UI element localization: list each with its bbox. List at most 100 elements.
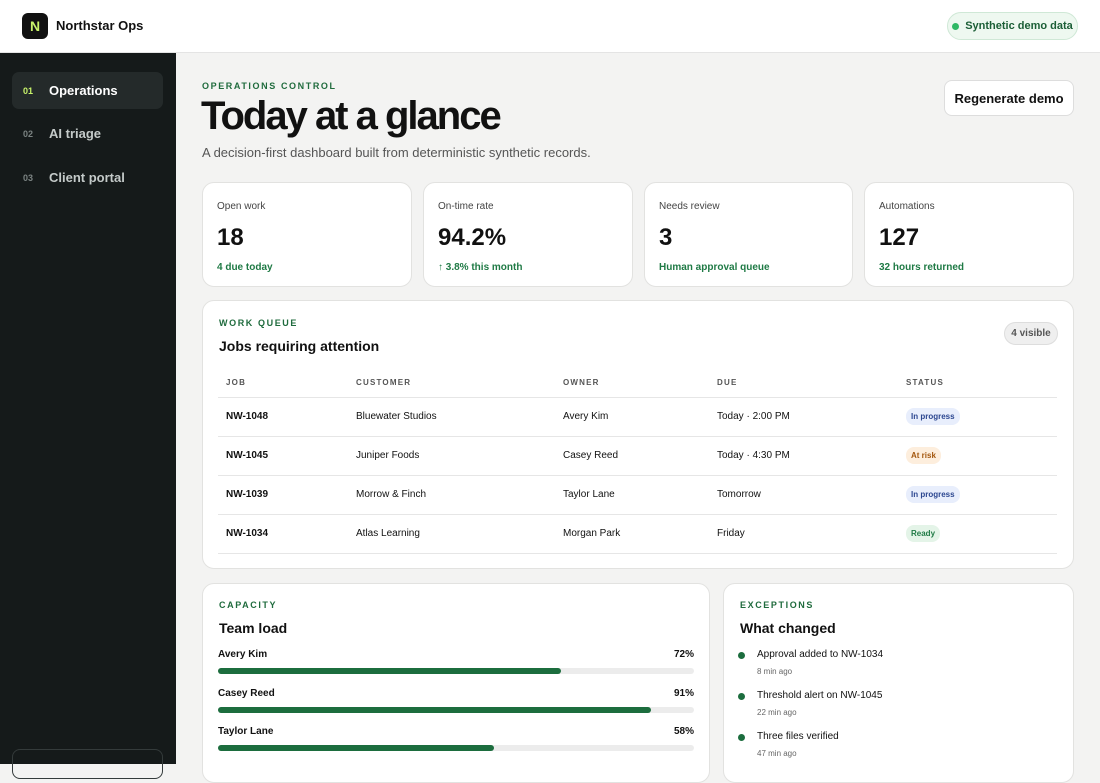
kpi-note: 32 hours returned [879,262,965,273]
kpi-note: Human approval queue [659,262,770,273]
nav-label: Operations [49,83,118,98]
capacity-card: CAPACITY Team load [202,583,710,783]
column-header: OWNER [555,368,709,398]
subtitle: A decision-first dashboard built from de… [202,145,591,160]
job-row[interactable]: NW-1048 Bluewater Studios Avery Kim Today ·… [218,397,1057,437]
job-row[interactable]: NW-1039 Morrow & Finch Taylor Lane Tomorrow… [218,475,1057,515]
sidebar [0,53,176,764]
owner: Taylor Lane [555,475,709,515]
kpi-card: Automations 127 32 hours returned [864,182,1074,287]
load-bar [218,706,652,713]
kpi-value: 18 [217,224,244,251]
card-title: Jobs requiring attention [219,338,380,354]
member-name: Taylor Lane [218,726,274,737]
load-bar [218,668,561,674]
nav-label: Client portal [49,170,125,185]
event-dot [738,734,745,741]
kpi-label: Needs review [659,201,720,212]
eyebrow: WORK QUEUE [219,318,298,328]
load-track [218,745,694,751]
event-time: 47 min ago [757,749,797,758]
nav-item[interactable]: 01 Operations [12,72,163,109]
kpi-value: 3 [659,224,673,251]
customer: Atlas Learning [348,514,555,554]
nav-label: AI triage [49,126,102,141]
status-cell: Ready [898,514,1057,554]
kpi-value: 127 [879,224,920,251]
load-track [218,706,694,713]
load-bar [218,745,495,751]
exceptions-card: EXCEPTIONS What changed [723,583,1074,783]
card-title: Team load [219,620,288,636]
card-title: What changed [740,620,836,636]
owner: Avery Kim [555,397,709,437]
job-id: NW-1048 [218,397,348,437]
topbar [0,0,1100,53]
kpi-card: Open work 18 4 due today [202,182,412,287]
status-tag: Ready [906,525,941,542]
kpi-value: 94.2% [438,224,507,251]
nav-index: 01 [23,85,34,96]
column-header: DUE [709,368,898,398]
job-id: NW-1045 [218,436,348,476]
status-cell: In progress [898,475,1057,515]
nav-item[interactable]: 02 AI triage [12,115,163,152]
badge-text: Synthetic demo data [965,20,1073,32]
status-tag: At risk [906,447,941,464]
status-tag: In progress [906,486,960,503]
status-tag: In progress [906,408,960,425]
owner: Casey Reed [555,436,709,476]
customer: Juniper Foods [348,436,555,476]
status-cell: At risk [898,436,1057,476]
job-id: NW-1034 [218,514,348,554]
event-text: Three files verified [757,731,839,742]
status-dot [952,22,960,30]
owner: Morgan Park [555,514,709,554]
sidebar-footer [12,749,163,779]
kpi-label: Open work [217,201,266,212]
queue-table: JOB CUSTOMER OWNER DUE STATUS NW-1048 Blu… [218,368,1057,554]
column-header: STATUS [898,368,1057,398]
kpi-card: Needs review 3 Human approval queue [644,182,853,287]
nav-index: 03 [23,172,34,183]
kpi-note: 4 due today [217,262,273,273]
load-track [218,668,694,674]
eyebrow: CAPACITY [219,600,278,610]
demo-badge: Synthetic demo data [947,12,1078,40]
job-row[interactable]: NW-1045 Juniper Foods Casey Reed Today · 4:… [218,436,1057,476]
header-row: JOB CUSTOMER OWNER DUE STATUS [218,368,1057,398]
job-id: NW-1039 [218,475,348,515]
regenerate-button[interactable]: Regenerate demo [944,80,1074,116]
nav-item[interactable]: 03 Client portal [12,159,163,196]
event-dot [738,693,745,700]
eyebrow: OPERATIONS CONTROL [202,81,337,91]
eyebrow: EXCEPTIONS [740,600,815,610]
due: Today · 2:00 PM [709,397,898,437]
job-row[interactable]: NW-1034 Atlas Learning Morgan Park Friday Re… [218,514,1057,554]
due: Friday [709,514,898,554]
customer: Bluewater Studios [348,397,555,437]
event-time: 8 min ago [757,667,793,676]
event-text: Approval added to NW-1034 [757,649,884,660]
event-text: Threshold alert on NW-1045 [757,690,883,701]
count-badge: 4 visible [1004,322,1058,345]
column-header: JOB [218,368,348,398]
load-label: 72% [673,649,694,660]
status-cell: In progress [898,397,1057,437]
event-dot [738,652,745,659]
column-header: CUSTOMER [348,368,555,398]
kpi-label: On-time rate [438,201,494,212]
event-time: 22 min ago [757,708,797,717]
member-name: Casey Reed [218,687,275,699]
customer: Morrow & Finch [348,475,555,515]
logo: N [22,13,48,39]
load-label: 91% [673,687,694,699]
page-title: Today at a glance [201,94,502,138]
load-label: 58% [673,726,694,737]
nav-index: 02 [23,128,34,139]
kpi-card: On-time rate 94.2% ↑ 3.8% this month [423,182,633,287]
due: Tomorrow [709,475,898,515]
kpi-label: Automations [879,201,935,212]
